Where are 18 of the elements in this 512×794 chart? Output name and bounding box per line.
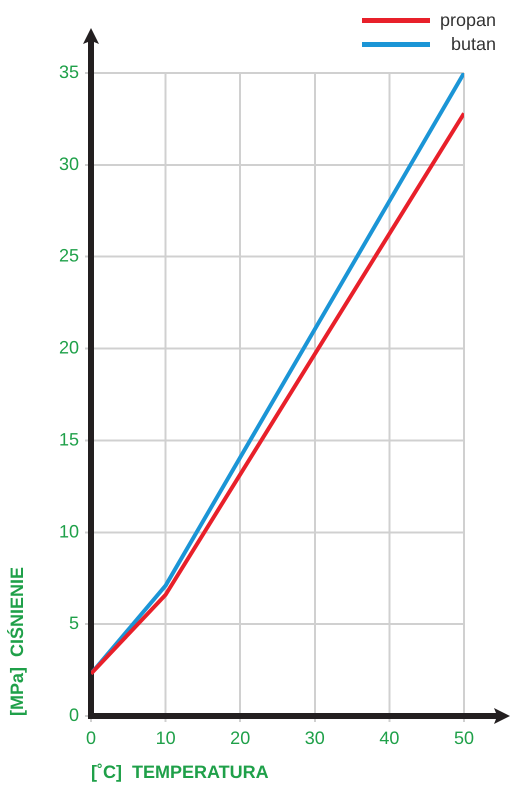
y-tick-label: 10: [58, 521, 79, 542]
y-tick-label: 35: [58, 62, 79, 82]
y-tick-label: 25: [58, 246, 79, 266]
x-tick-label: 10: [156, 728, 176, 748]
y-tick-label: 20: [58, 338, 79, 358]
legend-label: propan: [438, 10, 496, 30]
y-tick-label: 30: [58, 154, 79, 174]
y-tick-label: 15: [58, 429, 79, 450]
x-axis-title: [˚C] TEMPERATURA: [91, 762, 269, 782]
y-tick-label: 0: [68, 704, 79, 725]
x-tick-label: 30: [304, 728, 325, 748]
x-tick-label: 40: [379, 728, 400, 748]
y-tick-label: 5: [68, 613, 79, 634]
x-tick-label: 0: [86, 728, 96, 748]
x-tick-label: 20: [230, 728, 250, 748]
y-axis-title: [MPa] CIŚNIENIE: [6, 566, 27, 716]
legend-label: butan: [450, 34, 496, 54]
x-tick-label: 50: [454, 728, 474, 748]
